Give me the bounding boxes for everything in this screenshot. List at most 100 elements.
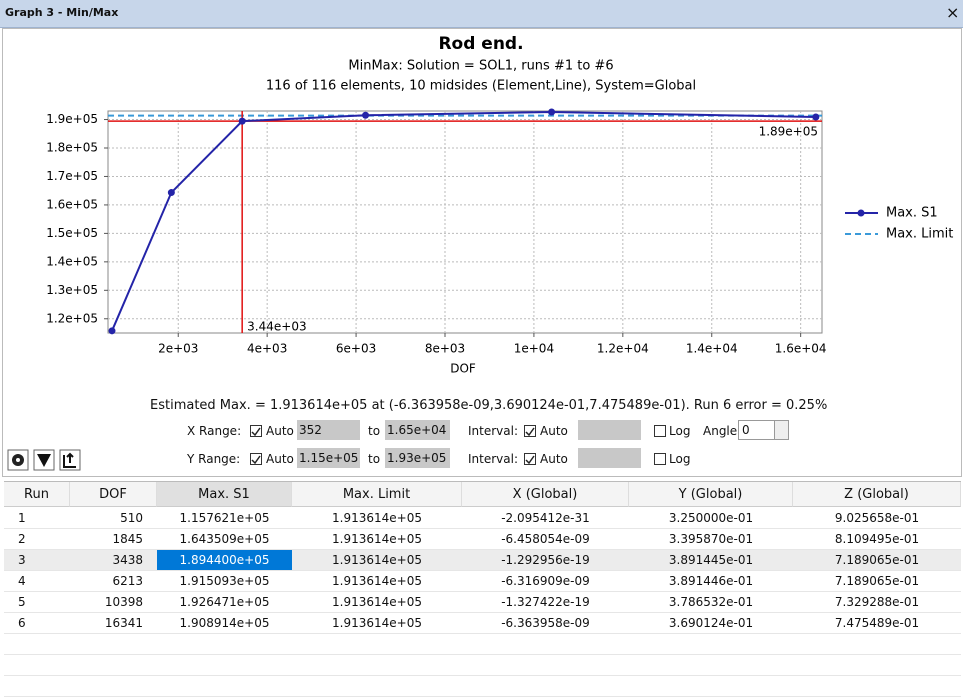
table-cell[interactable]: 1.913614e+05 [292, 550, 462, 571]
y-auto-checkbox[interactable] [250, 453, 262, 465]
table-cell[interactable]: -6.316909e-09 [462, 571, 629, 592]
column-header[interactable]: Z (Global) [793, 482, 961, 507]
x-to-input[interactable]: 1.65e+04 [385, 420, 450, 440]
table-cell[interactable]: 8.109495e-01 [793, 529, 961, 550]
table-cell[interactable]: 2 [4, 529, 70, 550]
empty-cell[interactable] [793, 634, 961, 655]
table-cell[interactable]: -6.458054e-09 [462, 529, 629, 550]
column-header[interactable]: DOF [70, 482, 157, 507]
empty-cell[interactable] [292, 676, 462, 697]
check [525, 455, 535, 465]
x-from-input[interactable]: 352 [297, 420, 360, 440]
column-header[interactable]: Max. S1 [157, 482, 292, 507]
x-tick-label: 8e+03 [425, 342, 465, 356]
angle-spinner[interactable] [774, 420, 789, 440]
table-cell[interactable]: 3.395870e-01 [629, 529, 793, 550]
empty-cell[interactable] [157, 655, 292, 676]
table-cell[interactable]: 1.913614e+05 [292, 592, 462, 613]
empty-cell[interactable] [4, 634, 70, 655]
x-auto-checkbox[interactable] [250, 425, 262, 437]
empty-cell[interactable] [70, 655, 157, 676]
empty-cell[interactable] [292, 655, 462, 676]
table-cell[interactable]: 7.329288e-01 [793, 592, 961, 613]
table-cell[interactable]: 1.913614e+05 [292, 529, 462, 550]
empty-cell[interactable] [70, 676, 157, 697]
table-cell[interactable]: 1.894400e+05 [157, 550, 292, 571]
table-cell[interactable]: 1.915093e+05 [157, 571, 292, 592]
table-cell[interactable]: -6.363958e-09 [462, 613, 629, 634]
table-cell[interactable]: 3.690124e-01 [629, 613, 793, 634]
angle-input[interactable]: 0 [738, 420, 779, 440]
table-cell[interactable]: -1.327422e-19 [462, 592, 629, 613]
empty-cell[interactable] [157, 634, 292, 655]
table-cell[interactable]: 3.250000e-01 [629, 508, 793, 529]
x-interval-checkbox[interactable] [524, 425, 536, 437]
table-cell[interactable]: 510 [70, 508, 157, 529]
empty-cell[interactable] [4, 655, 70, 676]
empty-cell[interactable] [462, 634, 629, 655]
empty-cell[interactable] [462, 655, 629, 676]
empty-cell[interactable] [4, 676, 70, 697]
legend-label: Max. Limit [886, 227, 953, 242]
y-interval-auto: Auto [540, 452, 568, 466]
table-cell[interactable]: 4 [4, 571, 70, 592]
table-cell[interactable]: 3.786532e-01 [629, 592, 793, 613]
table-cell[interactable]: 16341 [70, 613, 157, 634]
table-cell[interactable]: 10398 [70, 592, 157, 613]
table-cell[interactable]: 1.913614e+05 [292, 613, 462, 634]
table-cell[interactable]: 3438 [70, 550, 157, 571]
close-button[interactable]: × [946, 3, 960, 22]
y-range-label: Y Range: [187, 452, 241, 466]
column-header[interactable]: Y (Global) [629, 482, 793, 507]
data-point [167, 189, 175, 197]
empty-cell[interactable] [629, 634, 793, 655]
table-cell[interactable]: 7.475489e-01 [793, 613, 961, 634]
table-cell[interactable]: -1.292956e-19 [462, 550, 629, 571]
y-log-checkbox[interactable] [654, 453, 666, 465]
x-interval-input[interactable] [578, 420, 641, 440]
table-cell[interactable]: 1.926471e+05 [157, 592, 292, 613]
table-cell[interactable]: 7.189065e-01 [793, 550, 961, 571]
table-cell[interactable]: 1.913614e+05 [292, 571, 462, 592]
table-cell[interactable]: 1.157621e+05 [157, 508, 292, 529]
table-cell[interactable]: 6213 [70, 571, 157, 592]
x-tick-label: 2e+03 [158, 342, 198, 356]
table-cell[interactable]: -2.095412e-31 [462, 508, 629, 529]
table-cell[interactable]: 1.913614e+05 [292, 508, 462, 529]
table-cell[interactable]: 1845 [70, 529, 157, 550]
empty-cell[interactable] [793, 655, 961, 676]
table-cell[interactable]: 7.189065e-01 [793, 571, 961, 592]
table-cell[interactable]: 1.908914e+05 [157, 613, 292, 634]
y-to-input[interactable]: 1.93e+05 [385, 448, 450, 468]
x-tick-label: 4e+03 [247, 342, 287, 356]
window-title: Graph 3 - Min/Max [5, 6, 119, 19]
empty-cell[interactable] [462, 676, 629, 697]
column-header[interactable]: Run [4, 482, 70, 507]
empty-cell[interactable] [629, 676, 793, 697]
table-cell[interactable]: 5 [4, 592, 70, 613]
y-from-input[interactable]: 1.15e+05 [297, 448, 360, 468]
series-line [111, 111, 816, 332]
estimate: Estimated Max. = 1.913614e+05 at (-6.363… [150, 398, 828, 413]
x-log-checkbox[interactable] [654, 425, 666, 437]
x-axis-label: DOF [450, 362, 476, 376]
table-cell[interactable]: 3.891446e-01 [629, 571, 793, 592]
table-cell[interactable]: 1 [4, 508, 70, 529]
empty-cell[interactable] [292, 634, 462, 655]
gear-hole [16, 458, 20, 462]
empty-cell[interactable] [793, 676, 961, 697]
table-cell[interactable]: 9.025658e-01 [793, 508, 961, 529]
column-header[interactable]: X (Global) [462, 482, 629, 507]
empty-cell[interactable] [629, 655, 793, 676]
column-header[interactable]: Max. Limit [292, 482, 462, 507]
table-cell[interactable]: 1.643509e+05 [157, 529, 292, 550]
export-icon [63, 452, 76, 468]
table-cell[interactable]: 6 [4, 613, 70, 634]
y-interval-input[interactable] [578, 448, 641, 468]
y-interval-checkbox[interactable] [524, 453, 536, 465]
table-cell[interactable]: 3.891445e-01 [629, 550, 793, 571]
empty-cell[interactable] [70, 634, 157, 655]
table-cell[interactable]: 3 [4, 550, 70, 571]
empty-cell[interactable] [157, 676, 292, 697]
